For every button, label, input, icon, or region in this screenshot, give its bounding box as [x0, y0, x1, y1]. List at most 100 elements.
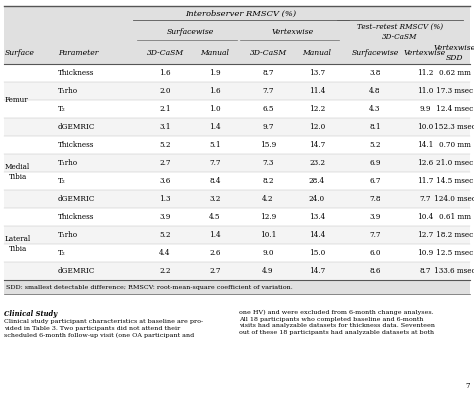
Text: 3.8: 3.8 [369, 69, 381, 77]
Text: dGEMRIC: dGEMRIC [58, 123, 95, 131]
Text: 8.2: 8.2 [262, 177, 274, 185]
Text: 12.2: 12.2 [309, 105, 325, 113]
Text: 8.6: 8.6 [369, 267, 381, 275]
Text: 1.6: 1.6 [159, 69, 171, 77]
Text: 3D-CaSM: 3D-CaSM [249, 49, 287, 57]
Bar [4, 82, 470, 100]
Text: 2.7: 2.7 [159, 159, 171, 167]
Text: 3.1: 3.1 [159, 123, 171, 131]
Text: Clinical Study: Clinical Study [4, 310, 57, 318]
Text: 6.7: 6.7 [369, 177, 381, 185]
Text: 7.7: 7.7 [369, 231, 381, 239]
Text: 2.2: 2.2 [159, 267, 171, 275]
Text: 0.61 mm: 0.61 mm [439, 213, 471, 221]
Text: Thickness: Thickness [58, 69, 94, 77]
Bar [4, 154, 470, 172]
Text: 5.2: 5.2 [159, 231, 171, 239]
Text: 8.7: 8.7 [262, 69, 274, 77]
Text: 14.5 msec: 14.5 msec [437, 177, 474, 185]
Text: 2.7: 2.7 [209, 267, 221, 275]
Text: 5.2: 5.2 [159, 141, 171, 149]
Text: 4.2: 4.2 [262, 195, 274, 203]
Text: 2.1: 2.1 [159, 105, 171, 113]
Text: 14.1: 14.1 [417, 141, 433, 149]
Text: 7: 7 [465, 382, 470, 390]
Text: Surfacewise: Surfacewise [351, 49, 399, 57]
Text: 18.2 msec: 18.2 msec [437, 231, 474, 239]
Text: 12.7: 12.7 [417, 231, 433, 239]
Bar [4, 6, 470, 64]
Text: 12.9: 12.9 [260, 213, 276, 221]
Text: T₁rho: T₁rho [58, 87, 78, 95]
Text: 23.2: 23.2 [309, 159, 325, 167]
Bar [4, 64, 470, 82]
Text: Thickness: Thickness [58, 141, 94, 149]
Text: 6.5: 6.5 [262, 105, 274, 113]
Text: 1.4: 1.4 [209, 231, 221, 239]
Text: 1.3: 1.3 [159, 195, 171, 203]
Text: Parameter: Parameter [58, 49, 99, 57]
Bar [4, 118, 470, 136]
Text: 12.4 msec: 12.4 msec [437, 105, 474, 113]
Text: one HV) and were excluded from 6-month change analyses.
All 18 participants who : one HV) and were excluded from 6-month c… [239, 310, 435, 335]
Text: 6.9: 6.9 [369, 159, 381, 167]
Text: 3.9: 3.9 [159, 213, 171, 221]
Text: Surfacewise: Surfacewise [166, 28, 214, 36]
Text: 152.3 msec: 152.3 msec [434, 123, 474, 131]
Text: 28.4: 28.4 [309, 177, 325, 185]
Text: 7.3: 7.3 [262, 159, 273, 167]
Text: 12.6: 12.6 [417, 159, 433, 167]
Text: 10.9: 10.9 [417, 249, 433, 257]
Text: 3.2: 3.2 [210, 195, 221, 203]
Text: Surface: Surface [5, 49, 35, 57]
Text: 11.0: 11.0 [417, 87, 433, 95]
Text: 8.4: 8.4 [209, 177, 221, 185]
Text: Manual: Manual [201, 49, 229, 57]
Text: T₂: T₂ [58, 249, 66, 257]
Bar [4, 190, 470, 208]
Text: 7.7: 7.7 [419, 195, 431, 203]
Text: 133.6 msec: 133.6 msec [434, 267, 474, 275]
Text: 5.1: 5.1 [209, 141, 221, 149]
Text: 21.0 msec: 21.0 msec [437, 159, 474, 167]
Text: 24.0: 24.0 [309, 195, 325, 203]
Bar [4, 262, 470, 280]
Text: SDD: smallest detectable difference; RMSCV: root-mean-square coefficient of vari: SDD: smallest detectable difference; RMS… [6, 284, 293, 290]
Text: 15.0: 15.0 [309, 249, 325, 257]
Text: 1.6: 1.6 [209, 87, 221, 95]
Text: 5.2: 5.2 [369, 141, 381, 149]
Text: 1.0: 1.0 [209, 105, 221, 113]
Text: 15.9: 15.9 [260, 141, 276, 149]
Text: 12.5 msec: 12.5 msec [437, 249, 474, 257]
Text: 0.62 mm: 0.62 mm [439, 69, 471, 77]
Text: 7.7: 7.7 [209, 159, 221, 167]
Text: 14.7: 14.7 [309, 267, 325, 275]
Text: T₂: T₂ [58, 177, 66, 185]
Text: dGEMRIC: dGEMRIC [58, 195, 95, 203]
Bar [4, 244, 470, 262]
Text: C​linical study participant characteristics at baseline are pro-
vided in Table : C​linical study participant characterist… [4, 319, 203, 338]
Text: 3.6: 3.6 [159, 177, 171, 185]
Text: 14.4: 14.4 [309, 231, 325, 239]
Text: Vertexwise: Vertexwise [272, 28, 314, 36]
Text: 8.7: 8.7 [419, 267, 431, 275]
Text: 4.9: 4.9 [262, 267, 274, 275]
Text: Vertexwise
SDD: Vertexwise SDD [434, 45, 474, 61]
Bar [4, 100, 470, 118]
Text: 124.0 msec: 124.0 msec [434, 195, 474, 203]
Text: 7.8: 7.8 [369, 195, 381, 203]
Text: 9.0: 9.0 [262, 249, 274, 257]
Text: 9.7: 9.7 [262, 123, 274, 131]
Bar [4, 136, 470, 154]
Text: 10.4: 10.4 [417, 213, 433, 221]
Text: 12.0: 12.0 [309, 123, 325, 131]
Text: 3D-CaSM: 3D-CaSM [146, 49, 183, 57]
Text: 1.4: 1.4 [209, 123, 221, 131]
Text: 4.5: 4.5 [209, 213, 221, 221]
Bar [4, 172, 470, 190]
Text: Interobserver RMSCV (%): Interobserver RMSCV (%) [185, 10, 297, 18]
Text: 17.3 msec: 17.3 msec [437, 87, 474, 95]
Text: 11.4: 11.4 [309, 87, 325, 95]
Text: 13.7: 13.7 [309, 69, 325, 77]
Bar [4, 226, 470, 244]
